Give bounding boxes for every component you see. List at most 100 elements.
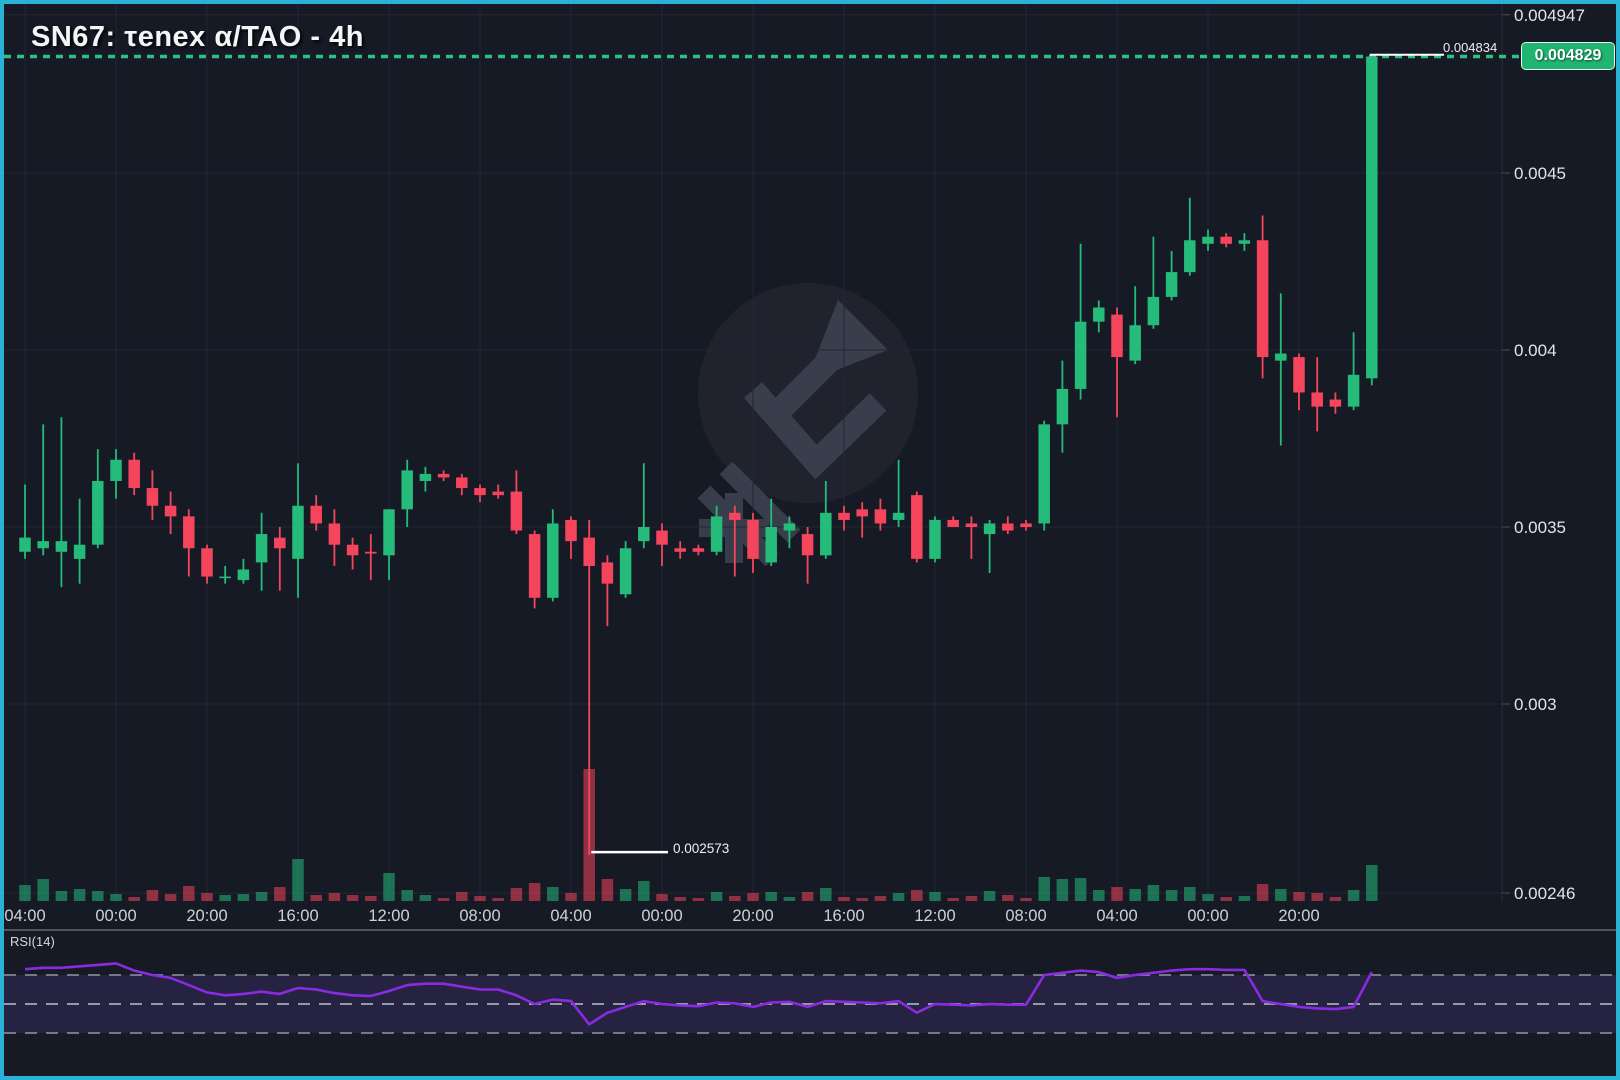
volume-bar <box>674 897 686 901</box>
volume-bar <box>692 898 705 901</box>
candle-body <box>565 519 577 542</box>
volume-bar <box>146 890 159 901</box>
volume-bar <box>474 896 486 901</box>
volume-bar <box>801 892 814 901</box>
volume-bar <box>783 897 796 901</box>
volume-bar <box>1129 889 1141 901</box>
volume-bar <box>419 895 432 901</box>
time-axis-label[interactable]: 12:00 <box>368 907 409 925</box>
candle-body <box>1202 236 1214 244</box>
volume-bar <box>838 897 850 901</box>
candle-body <box>365 551 377 554</box>
volume-bar <box>110 894 122 901</box>
candle-body <box>911 495 923 559</box>
candle-body <box>838 512 850 520</box>
candle-body <box>1074 321 1087 389</box>
time-axis-label[interactable]: 04:00 <box>4 907 45 925</box>
candle-body <box>1329 399 1342 407</box>
candle-body <box>1275 353 1287 361</box>
price-axis-label[interactable]: 0.0045 <box>1514 164 1566 183</box>
price-axis-label[interactable]: 0.004947 <box>1514 6 1585 25</box>
candle-body <box>92 480 104 545</box>
candle-body <box>947 519 959 527</box>
candle-body <box>1347 374 1360 407</box>
time-axis-label[interactable]: 00:00 <box>1187 907 1228 925</box>
volume-bar <box>346 895 359 901</box>
time-axis-label[interactable]: 04:00 <box>1096 907 1137 925</box>
last-price-badge: 0.004829 <box>1521 42 1615 70</box>
candle-body <box>1238 240 1251 244</box>
candle-body <box>692 548 705 552</box>
candle-body <box>73 544 86 559</box>
time-axis-label[interactable]: 20:00 <box>1278 907 1319 925</box>
candle-body <box>965 523 978 527</box>
volume-bar <box>365 896 377 901</box>
candle-body <box>1165 272 1178 297</box>
volume-bar <box>183 886 195 901</box>
candle-body <box>255 534 268 563</box>
candle-body <box>656 530 668 545</box>
volume-bar <box>911 890 923 901</box>
volume-bar <box>1347 890 1360 901</box>
volume-bar <box>747 893 759 901</box>
candle-body <box>1129 325 1141 361</box>
candle-body <box>874 509 887 524</box>
time-axis-label[interactable]: 08:00 <box>1005 907 1046 925</box>
candle-body <box>383 509 395 556</box>
candle-body <box>1020 523 1032 527</box>
candle-body <box>146 488 159 506</box>
candle-body <box>492 491 504 496</box>
candle-body <box>801 534 814 556</box>
volume-bar <box>1238 896 1251 901</box>
volume-bar <box>1293 892 1305 901</box>
candle-body <box>419 473 432 481</box>
candle-body <box>1147 296 1160 326</box>
time-axis-label[interactable]: 20:00 <box>732 907 773 925</box>
volume-bar <box>820 888 832 901</box>
time-axis-label[interactable]: 04:00 <box>550 907 591 925</box>
candle-body <box>437 473 450 478</box>
candle-body <box>1093 307 1105 322</box>
chart-title: SN67: τenex α/TAO - 4h <box>31 21 364 53</box>
price-axis-label[interactable]: 0.004 <box>1514 341 1557 360</box>
candle-body <box>1293 357 1305 393</box>
candle-body <box>292 505 304 559</box>
volume-bar <box>510 888 523 901</box>
volume-bar <box>765 892 777 901</box>
volume-bar <box>892 893 905 901</box>
candle-body <box>1002 523 1014 531</box>
volume-bar <box>1311 893 1323 901</box>
time-axis-label[interactable]: 00:00 <box>641 907 682 925</box>
volume-bar <box>656 894 668 901</box>
candle-body <box>310 505 322 524</box>
volume-bar <box>19 885 31 901</box>
candle-body <box>328 523 341 545</box>
price-axis-label[interactable]: 0.00246 <box>1514 884 1575 903</box>
time-axis-label[interactable]: 08:00 <box>459 907 500 925</box>
candle-body <box>1311 392 1323 407</box>
time-axis-label[interactable]: 16:00 <box>823 907 864 925</box>
volume-bar <box>965 896 978 901</box>
candle-body <box>201 548 213 577</box>
time-axis-label[interactable]: 00:00 <box>95 907 136 925</box>
candle-body <box>1111 314 1123 358</box>
price-axis-label[interactable]: 0.0035 <box>1514 518 1566 537</box>
volume-bar <box>1038 877 1050 901</box>
time-axis-label[interactable]: 20:00 <box>186 907 227 925</box>
volume-bar <box>1056 879 1069 901</box>
volume-bar <box>1111 887 1123 901</box>
time-axis-label[interactable]: 16:00 <box>277 907 318 925</box>
candle-body <box>892 512 905 520</box>
volume-bar <box>456 892 468 901</box>
price-axis-label[interactable]: 0.003 <box>1514 695 1557 714</box>
candle-body <box>547 523 559 598</box>
candle-body <box>619 548 632 595</box>
high-price-label: 0.004834 <box>1443 40 1498 55</box>
time-axis-label[interactable]: 12:00 <box>914 907 955 925</box>
candle-body <box>128 459 140 489</box>
candle-body <box>820 512 832 556</box>
volume-bar <box>929 892 941 901</box>
volume-bar <box>310 895 322 901</box>
volume-bar <box>1002 895 1014 901</box>
